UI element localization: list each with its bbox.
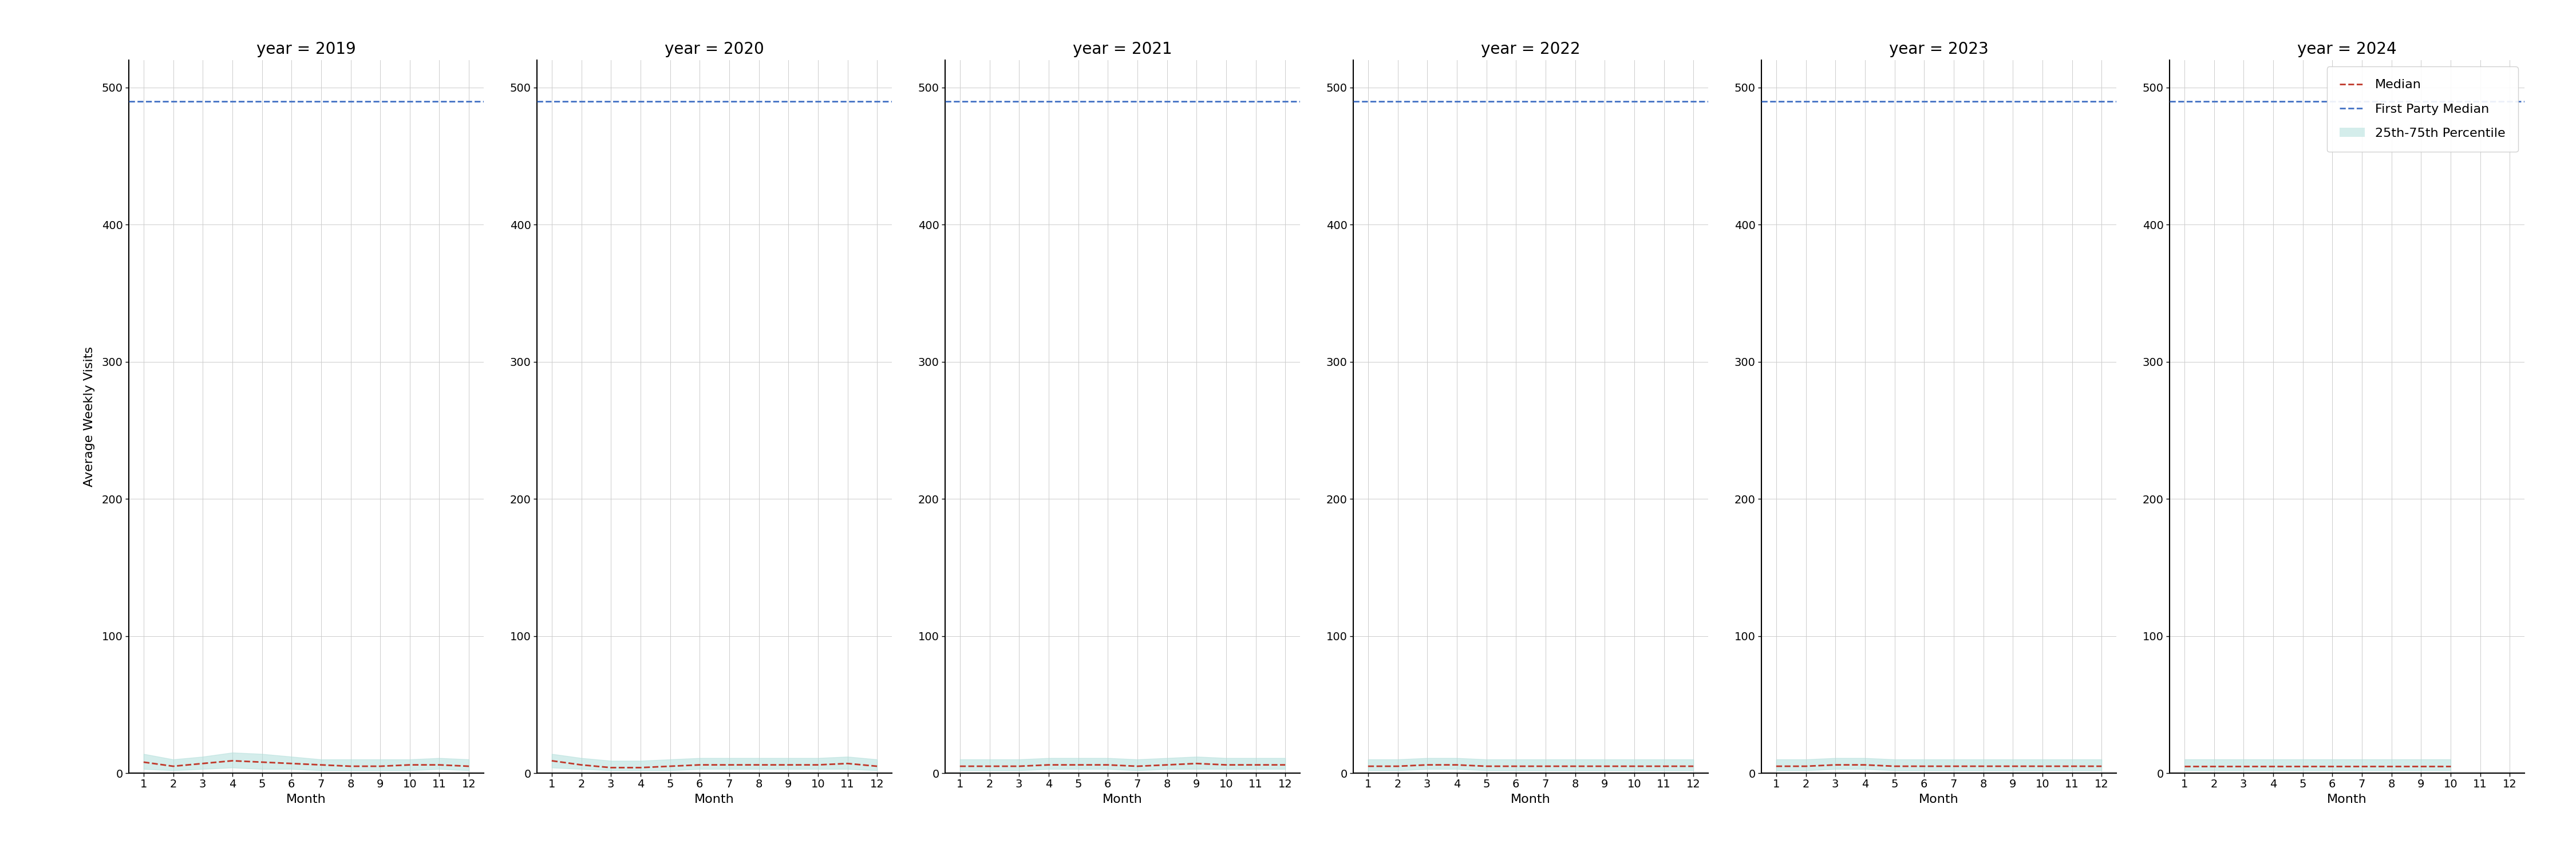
- X-axis label: Month: Month: [1103, 794, 1144, 806]
- Legend: Median, First Party Median, 25th-75th Percentile: Median, First Party Median, 25th-75th Pe…: [2326, 66, 2519, 152]
- X-axis label: Month: Month: [286, 794, 327, 806]
- Y-axis label: Average Weekly Visits: Average Weekly Visits: [85, 346, 95, 487]
- X-axis label: Month: Month: [696, 794, 734, 806]
- X-axis label: Month: Month: [1919, 794, 1958, 806]
- X-axis label: Month: Month: [1510, 794, 1551, 806]
- Title: year = 2022: year = 2022: [1481, 41, 1582, 58]
- Title: year = 2020: year = 2020: [665, 41, 765, 58]
- Title: year = 2019: year = 2019: [258, 41, 355, 58]
- Title: year = 2023: year = 2023: [1888, 41, 1989, 58]
- Title: year = 2021: year = 2021: [1072, 41, 1172, 58]
- X-axis label: Month: Month: [2326, 794, 2367, 806]
- Title: year = 2024: year = 2024: [2298, 41, 2396, 58]
